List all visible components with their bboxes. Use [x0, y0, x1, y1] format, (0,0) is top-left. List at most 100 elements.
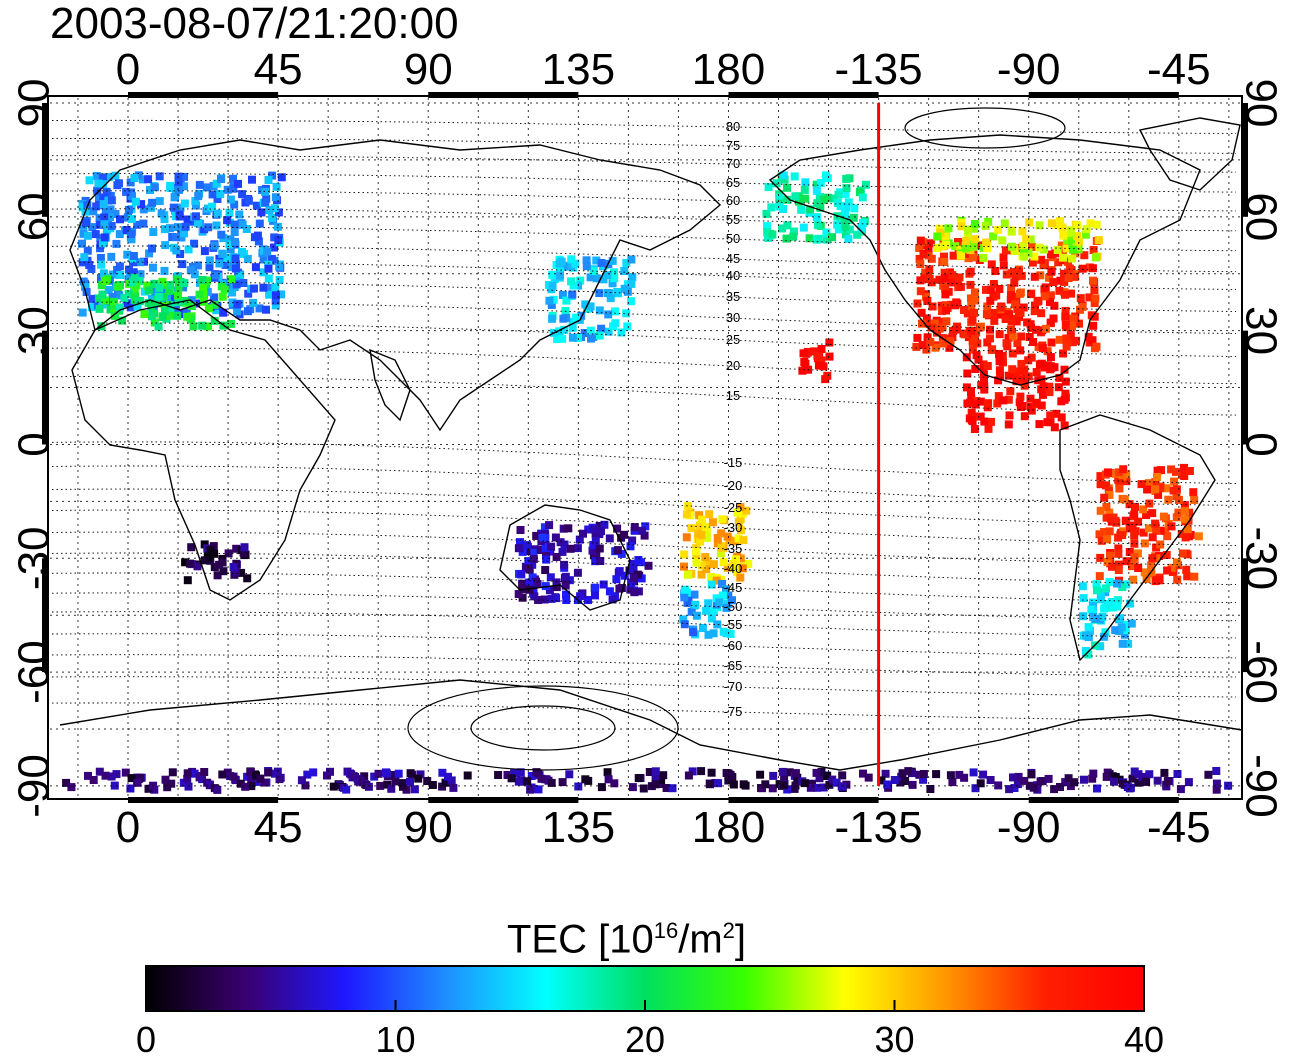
tec-cell [688, 767, 697, 776]
tec-cell [604, 310, 613, 319]
tec-cell [1061, 377, 1070, 386]
tec-cell [1181, 515, 1190, 524]
tec-cell [528, 573, 537, 582]
tec-cell [160, 292, 169, 301]
tec-cell [1212, 785, 1221, 794]
tec-cell [605, 587, 614, 596]
tec-cell [1089, 246, 1098, 254]
tec-cell [231, 264, 240, 273]
tec-cell [834, 225, 843, 234]
tec-cell [1152, 543, 1161, 552]
tec-cell [180, 182, 189, 191]
tec-cell [842, 184, 851, 193]
tec-cell [167, 779, 176, 788]
tec-cell [819, 362, 828, 371]
tec-cell [494, 771, 503, 779]
tec-cell [562, 590, 570, 599]
tec-cell [986, 285, 995, 294]
tec-cell [702, 522, 711, 531]
tec-cell [1075, 237, 1083, 246]
tec-cell [627, 578, 636, 587]
tec-cell [922, 314, 931, 323]
tec-cell [1089, 321, 1098, 330]
tec-cell [586, 302, 595, 311]
tec-cell [981, 221, 990, 230]
tec-cell [1172, 558, 1181, 567]
tec-cell [1057, 241, 1066, 250]
tec-cell [1062, 244, 1071, 253]
tec-cell [160, 302, 169, 311]
tec-cell [1047, 338, 1056, 347]
tec-cell [553, 335, 561, 344]
tec-cell [591, 537, 600, 546]
tec-cell [200, 247, 209, 256]
tec-cell [971, 333, 979, 341]
tec-cell [1078, 582, 1087, 591]
polar-contour [904, 107, 1066, 149]
tec-cell [829, 194, 838, 203]
tec-cell [232, 280, 241, 289]
tec-cell [935, 324, 944, 333]
tec-cell [1163, 532, 1172, 541]
tec-cell [1015, 313, 1024, 321]
tec-cell [148, 198, 157, 207]
tec-cell [123, 213, 132, 222]
tec-cell [1017, 332, 1026, 341]
tec-cell [956, 282, 965, 291]
colorbar-title-unit-exponent: 2 [722, 918, 735, 943]
tec-cell [810, 347, 818, 356]
tec-cell [1005, 785, 1014, 794]
axis-bar-top [128, 92, 279, 98]
tec-cell [1093, 784, 1101, 793]
mlat-contour [52, 208, 1236, 232]
tec-cell [130, 174, 139, 182]
tec-cell [233, 307, 242, 316]
tec-cell [947, 300, 956, 309]
tec-cell [951, 301, 960, 310]
tec-cell [815, 774, 824, 783]
tec-cell [793, 773, 802, 782]
tec-cell [1069, 245, 1077, 254]
mlat-contour [52, 173, 1236, 193]
tec-cell [896, 778, 905, 787]
tec-cell [149, 263, 157, 272]
tec-cell [1182, 565, 1191, 574]
tec-cell [707, 580, 716, 589]
tec-cell [556, 271, 564, 280]
tec-cell [262, 305, 270, 314]
tec-cell [923, 333, 932, 342]
tec-cell [1110, 777, 1118, 786]
tec-cell [1180, 472, 1189, 480]
tec-cell [1055, 373, 1064, 382]
tec-cell [574, 333, 582, 342]
tec-cell [1096, 506, 1105, 515]
tec-cell [1015, 289, 1024, 298]
tec-cell [933, 232, 942, 241]
axis-bar-top [428, 92, 579, 98]
tec-cell [881, 769, 890, 778]
axis-tick-labels: 0045459090135135180180-135-135-90-90-45-… [9, 45, 1285, 852]
tec-cell [859, 769, 867, 778]
tec-cell [217, 230, 226, 239]
tec-cell [979, 253, 988, 262]
tec-cell [560, 325, 569, 334]
tec-cell [210, 563, 219, 572]
colorbar-tick-label: 40 [1124, 1019, 1164, 1057]
lat-tick-left: 30 [9, 306, 58, 355]
tec-cell [210, 316, 219, 325]
tec-cell [537, 774, 546, 783]
tec-cell [942, 317, 951, 326]
tec-cell [816, 203, 825, 212]
tec-cell [815, 193, 824, 202]
tec-cell [782, 234, 791, 243]
tec-cell [230, 200, 239, 209]
tec-cell [122, 187, 131, 196]
tec-cell [303, 770, 312, 779]
tec-cell [1037, 255, 1046, 264]
tec-cell [1004, 395, 1013, 404]
tec-cell [190, 769, 199, 778]
tec-cell [606, 294, 615, 303]
tec-cell [709, 560, 718, 569]
tec-cell [825, 780, 834, 789]
mlat-contour-label: 25 [726, 332, 740, 347]
